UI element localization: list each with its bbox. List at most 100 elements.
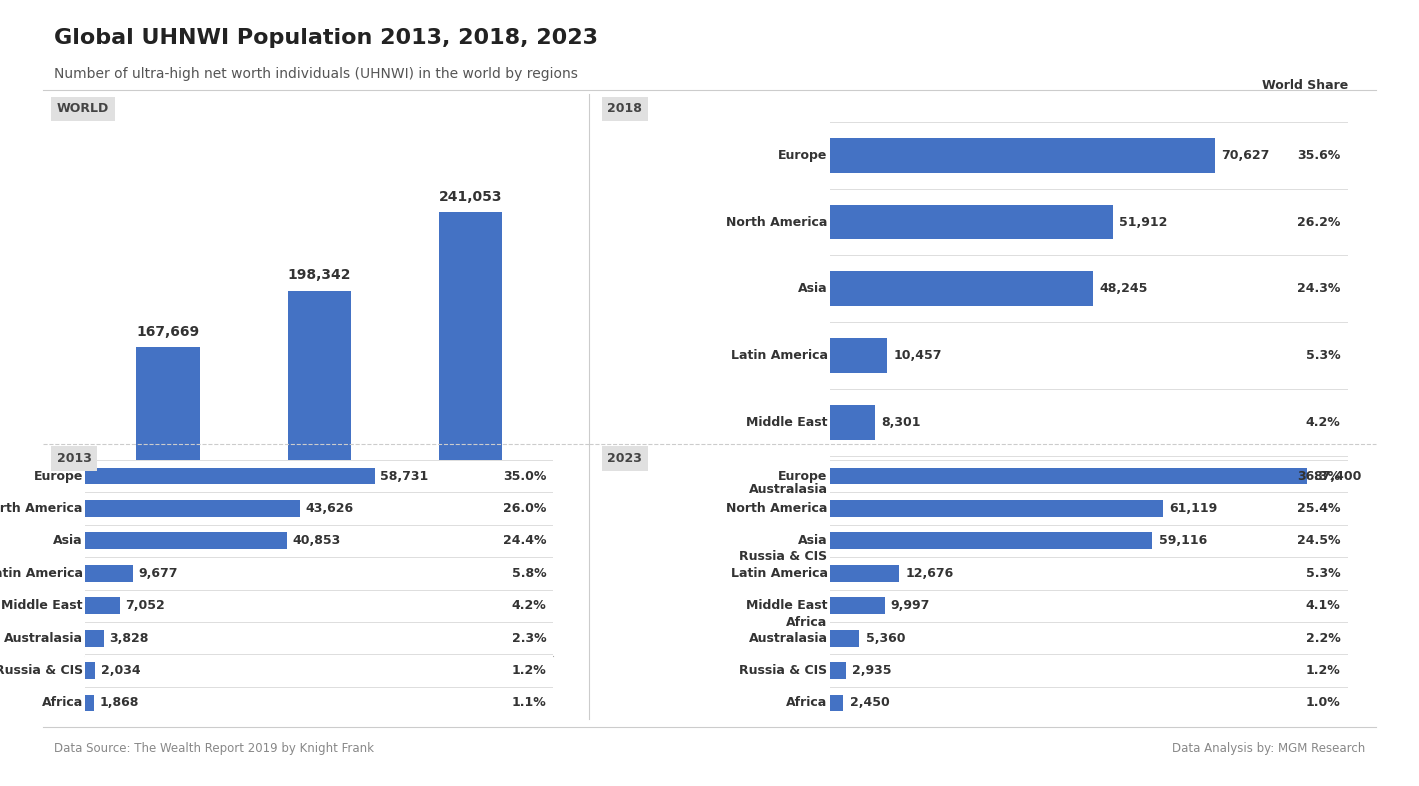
Text: 3,828: 3,828: [109, 632, 149, 645]
Text: 9,997: 9,997: [891, 599, 931, 612]
Text: 2,350: 2,350: [849, 549, 888, 563]
Text: 48,245: 48,245: [1100, 282, 1148, 296]
Text: 26.0%: 26.0%: [502, 502, 546, 515]
Text: Europe: Europe: [778, 469, 827, 483]
Text: 2,050: 2,050: [847, 616, 887, 630]
Text: Europe: Europe: [34, 469, 82, 483]
Text: Europe: Europe: [778, 149, 827, 162]
Text: Australasia: Australasia: [749, 483, 827, 496]
Bar: [830, 500, 1164, 517]
Text: 2,034: 2,034: [101, 664, 140, 677]
Text: 2023: 2023: [607, 452, 643, 465]
Bar: [830, 695, 843, 711]
Bar: [85, 662, 95, 679]
Text: 2.2%: 2.2%: [1305, 632, 1341, 645]
Bar: [830, 605, 841, 641]
Bar: [830, 662, 846, 679]
Text: Latin America: Latin America: [0, 567, 82, 580]
Bar: [830, 538, 843, 574]
Text: Asia: Asia: [53, 534, 82, 547]
Bar: [830, 405, 876, 440]
Text: 198,342: 198,342: [288, 269, 350, 282]
Text: 5.8%: 5.8%: [512, 567, 546, 580]
Text: 43,626: 43,626: [307, 502, 353, 515]
Bar: [830, 565, 900, 582]
Bar: [288, 291, 350, 656]
Text: Russia & CIS: Russia & CIS: [0, 664, 82, 677]
Bar: [830, 138, 1215, 173]
Text: 87,400: 87,400: [1313, 469, 1361, 483]
Text: 1.1%: 1.1%: [512, 696, 546, 710]
Bar: [136, 347, 200, 656]
Text: Asia: Asia: [797, 282, 827, 296]
Text: 5,360: 5,360: [866, 632, 905, 645]
Text: Russia & CIS: Russia & CIS: [739, 549, 827, 563]
Text: 36.3%: 36.3%: [1297, 469, 1341, 483]
Text: Asia: Asia: [797, 534, 827, 547]
Text: Global UHNWI Population 2013, 2018, 2023: Global UHNWI Population 2013, 2018, 2023: [54, 28, 597, 47]
Text: 35.0%: 35.0%: [502, 469, 546, 483]
Text: 24.5%: 24.5%: [1297, 534, 1341, 547]
Text: North America: North America: [727, 502, 827, 515]
Text: 8,301: 8,301: [881, 416, 921, 429]
Text: 4.2%: 4.2%: [1305, 416, 1341, 429]
Text: Middle East: Middle East: [746, 416, 827, 429]
Text: 241,053: 241,053: [438, 189, 502, 204]
Text: 24.3%: 24.3%: [1297, 282, 1341, 296]
Text: Africa: Africa: [786, 696, 827, 710]
Text: Data Source: The Wealth Report 2019 by Knight Frank: Data Source: The Wealth Report 2019 by K…: [54, 742, 375, 755]
Text: 10,457: 10,457: [894, 349, 942, 362]
Text: 1.0%: 1.0%: [1305, 696, 1341, 710]
Text: 1.0%: 1.0%: [1305, 616, 1341, 630]
Text: 167,669: 167,669: [136, 325, 200, 339]
Text: Data Analysis by: MGM Research: Data Analysis by: MGM Research: [1172, 742, 1365, 755]
Text: North America: North America: [727, 215, 827, 229]
Text: 4,400: 4,400: [860, 483, 900, 496]
Text: WORLD: WORLD: [57, 102, 109, 116]
Bar: [85, 695, 94, 711]
Text: Middle East: Middle East: [746, 599, 827, 612]
Bar: [830, 468, 1307, 484]
Text: 2013: 2013: [57, 452, 92, 465]
Text: Africa: Africa: [786, 616, 827, 630]
Text: Latin America: Latin America: [731, 567, 827, 580]
Text: World Share: World Share: [1261, 79, 1348, 93]
Text: 35.6%: 35.6%: [1297, 149, 1341, 162]
Bar: [85, 532, 287, 549]
Text: 59,116: 59,116: [1159, 534, 1208, 547]
Bar: [85, 468, 375, 484]
Text: 2.3%: 2.3%: [512, 632, 546, 645]
Text: 2,450: 2,450: [850, 696, 890, 710]
Text: 61,119: 61,119: [1169, 502, 1218, 515]
Bar: [830, 597, 884, 614]
Bar: [830, 532, 1152, 549]
Text: 4.1%: 4.1%: [1305, 599, 1341, 612]
Text: 9,677: 9,677: [139, 567, 177, 580]
Text: 26.2%: 26.2%: [1297, 215, 1341, 229]
Text: 5.3%: 5.3%: [1305, 349, 1341, 362]
Text: 51,912: 51,912: [1120, 215, 1168, 229]
Text: 40,853: 40,853: [292, 534, 341, 547]
Text: 7,052: 7,052: [125, 599, 165, 612]
Text: North America: North America: [0, 502, 82, 515]
Text: 25.4%: 25.4%: [1297, 502, 1341, 515]
Text: Number of ultra-high net worth individuals (UHNWI) in the world by regions: Number of ultra-high net worth individua…: [54, 67, 578, 81]
Bar: [830, 204, 1112, 240]
Text: 58,731: 58,731: [380, 469, 429, 483]
Text: Middle East: Middle East: [1, 599, 82, 612]
Text: Africa: Africa: [41, 696, 82, 710]
Text: Australasia: Australasia: [749, 632, 827, 645]
Text: Australasia: Australasia: [4, 632, 82, 645]
Text: 1.2%: 1.2%: [1305, 549, 1341, 563]
Text: Latin America: Latin America: [731, 349, 827, 362]
Text: 1,868: 1,868: [99, 696, 139, 710]
Text: 1.2%: 1.2%: [512, 664, 546, 677]
Text: 2018: 2018: [607, 102, 643, 116]
Bar: [830, 338, 887, 373]
Bar: [830, 472, 854, 507]
Bar: [830, 630, 860, 647]
Text: 4.2%: 4.2%: [512, 599, 546, 612]
Text: 24.4%: 24.4%: [502, 534, 546, 547]
Text: 12,676: 12,676: [905, 567, 954, 580]
Bar: [85, 565, 133, 582]
